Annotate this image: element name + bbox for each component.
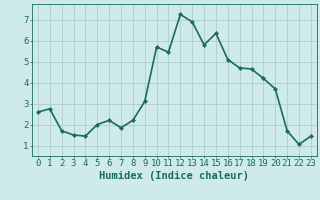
X-axis label: Humidex (Indice chaleur): Humidex (Indice chaleur) — [100, 171, 249, 181]
